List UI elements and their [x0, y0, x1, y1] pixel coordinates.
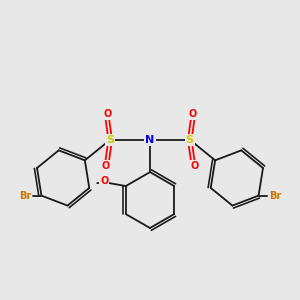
Text: O: O [189, 109, 197, 119]
Text: Br: Br [19, 190, 32, 201]
Text: O: O [103, 109, 111, 119]
Text: O: O [100, 176, 108, 186]
Text: S: S [186, 135, 194, 145]
Text: Br: Br [268, 190, 281, 201]
Text: S: S [106, 135, 114, 145]
Text: O: O [190, 160, 198, 171]
Text: O: O [102, 160, 110, 171]
Text: N: N [146, 135, 154, 145]
